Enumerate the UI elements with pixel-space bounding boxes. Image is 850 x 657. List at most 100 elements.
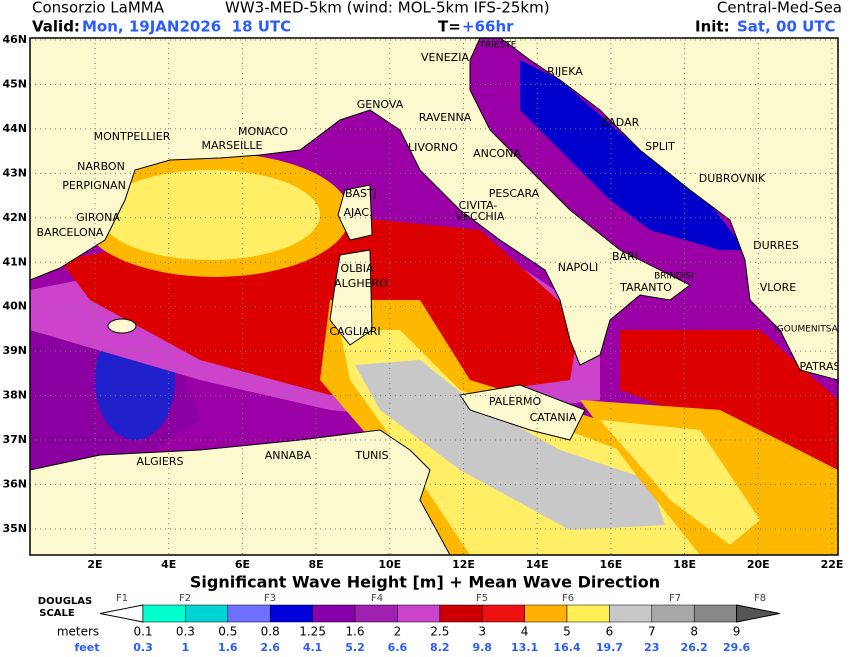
land [499,38,838,381]
city-label: VENEZIA [421,51,469,64]
force-label: F5 [476,593,488,604]
city-label: PESCARA [489,187,540,200]
init-value: Sat, 00 UTC [737,18,836,36]
city-label: LIVORNO [408,141,458,154]
valid-value: Mon, 19JAN2026 18 UTC [82,18,291,36]
colorbar-segment [524,604,568,623]
lon-label: 20E [747,558,770,571]
colorbar-segment [481,604,525,623]
colorbar-segment [609,604,653,623]
feet-value: 29.6 [723,641,750,654]
land [30,429,451,555]
meters-value: 9 [733,625,741,639]
feet-value: 23 [644,641,659,654]
meters-value: 2.5 [430,625,449,639]
meters-label: meters [57,625,99,639]
feet-value: 0.3 [133,641,153,654]
city-label: ANCONA [473,147,521,160]
city-label: VLORE [760,281,797,294]
lon-label: 12E [452,558,475,571]
colorbar-arrow [99,604,144,623]
colorbar: F1 F2 F3 F4 F5 F6 F7 F8 0.1 0.3 0.5 0.8 1.25 1.6 2 2.5 3… [99,593,780,654]
lon-label: 10E [378,558,401,571]
lat-label: 44N [2,122,27,135]
city-label: PERPIGNAN [62,179,126,192]
feet-label: feet [75,641,100,654]
city-label: CIVITA- [459,199,498,212]
scale-label: DOUGLAS [38,596,92,607]
colorbar-segment [354,604,398,623]
city-label: BASTJ [345,187,377,200]
city-label: RIJEKA [547,65,583,78]
city-label: MONTPELLIER [94,130,171,143]
sea-zone [620,330,838,470]
force-label: F6 [562,593,574,604]
meters-value: 0.8 [261,625,280,639]
colorbar-segment [227,604,271,623]
domain: Central-Med-Sea [717,0,842,17]
meters-value: 2 [394,625,402,639]
city-label: ALGHERO [334,277,388,290]
force-label: F8 [754,593,766,604]
meters-value: 1.6 [345,625,364,639]
force-label: F3 [264,593,276,604]
colorbar-arrow [736,604,780,623]
colorbar-segment [142,604,186,623]
colorbar-segment [566,604,610,623]
lon-label: 22E [821,558,844,571]
feet-value: 2.6 [260,641,280,654]
city-label: BARCELONA [37,226,104,239]
map-frame [29,37,839,556]
force-label: F1 [116,593,128,604]
city-label: ALGIERS [137,455,184,468]
colorbar-segment [439,604,483,623]
city-label: PALERMO [489,395,542,408]
colorbar-segment [397,604,441,623]
city-label: OLBIA [340,262,374,275]
lat-label: 42N [2,211,27,224]
lat-label: 40N [2,300,27,313]
sea-zone [355,360,665,530]
city-label: TARANTO [619,281,672,294]
lon-label: 2E [87,558,102,571]
colorbar-segment [312,604,356,623]
city-label: MARSEILLE [201,139,262,152]
lat-label: 45N [2,77,27,90]
city-label: SPLIT [645,140,675,153]
feet-value: 1 [182,641,190,654]
city-label: DUBROVNIK [699,172,766,185]
meters-value: 7 [648,625,656,639]
feet-value: 16.4 [553,641,580,654]
meters-value: 0.5 [218,625,237,639]
graticule [30,38,838,555]
meters-value: 3 [478,625,486,639]
feet-value: 9.8 [472,641,492,654]
lead-value: +66hr [462,18,514,36]
lon-label: 8E [309,558,324,571]
feet-value: 8.2 [430,641,450,654]
city-label: GENOVA [357,98,404,111]
lat-label: 35N [2,522,27,535]
force-label: F2 [179,593,191,604]
city-label: GIRONA [76,211,120,224]
producer: Consorzio LaMMA [32,0,165,17]
meters-value: 0.1 [133,625,152,639]
city-label: ANNABA [265,449,312,462]
sea-zone [100,170,320,260]
city-label: TRIESTE [479,41,517,51]
city-label: NAPOLI [558,261,598,274]
city-label: BARI [612,250,638,263]
city-label: NARBON [77,160,125,173]
city-label: ZADAR [601,116,640,129]
meters-value: 0.3 [176,625,195,639]
lat-label: 43N [2,166,27,179]
land [329,249,373,346]
colorbar-segment [185,604,229,623]
sea-zone [600,420,760,545]
axes: 46N 45N 44N 43N 42N 41N 40N 39N 38N 37N 36N 35N 2E 4E… [2,33,843,571]
meters-value: 1.25 [299,625,326,639]
lon-label: 6E [235,558,250,571]
city-label: RAVENNA [419,111,472,124]
meters-value: 6 [606,625,614,639]
